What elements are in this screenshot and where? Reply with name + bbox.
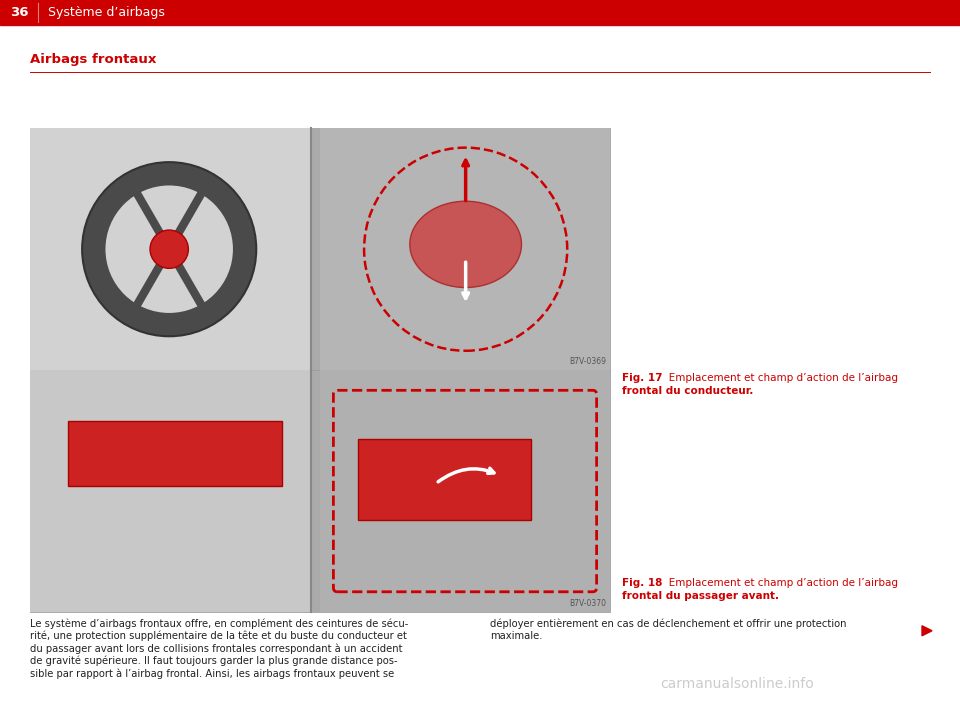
Text: Fig. 18: Fig. 18 bbox=[622, 578, 662, 588]
Bar bbox=[30, 370, 311, 612]
Text: Fig. 17: Fig. 17 bbox=[622, 373, 662, 383]
Text: frontal du conducteur.: frontal du conducteur. bbox=[622, 386, 754, 396]
Text: Airbags frontaux: Airbags frontaux bbox=[30, 53, 156, 66]
Text: maximale.: maximale. bbox=[490, 631, 542, 641]
Text: B7V-0369: B7V-0369 bbox=[569, 357, 606, 366]
Text: frontal du passager avant.: frontal du passager avant. bbox=[622, 592, 779, 601]
Bar bbox=[0, 0, 960, 25]
Text: de gravité supérieure. Il faut toujours garder la plus grande distance pos-: de gravité supérieure. Il faut toujours … bbox=[30, 655, 397, 666]
Text: du passager avant lors de collisions frontales correspondant à un accident: du passager avant lors de collisions fro… bbox=[30, 644, 402, 654]
Text: 36: 36 bbox=[10, 6, 28, 19]
Bar bbox=[68, 421, 282, 486]
Circle shape bbox=[83, 162, 256, 336]
Bar bbox=[320, 370, 610, 612]
Text: B7V-0370: B7V-0370 bbox=[569, 599, 606, 608]
Text: déployer entièrement en cas de déclenchement et offrir une protection: déployer entièrement en cas de déclenche… bbox=[490, 618, 847, 629]
Circle shape bbox=[102, 182, 237, 317]
Bar bbox=[30, 128, 610, 370]
Bar bbox=[30, 128, 311, 370]
Text: Emplacement et champ d’action de l’airbag: Emplacement et champ d’action de l’airba… bbox=[659, 578, 898, 588]
Bar bbox=[358, 439, 531, 520]
Text: rité, une protection supplémentaire de la tête et du buste du conducteur et: rité, une protection supplémentaire de l… bbox=[30, 631, 407, 641]
Bar bbox=[320, 128, 610, 370]
Text: Emplacement et champ d’action de l’airbag: Emplacement et champ d’action de l’airba… bbox=[659, 373, 898, 383]
Text: carmanualsonline.info: carmanualsonline.info bbox=[660, 677, 814, 691]
Text: Système d’airbags: Système d’airbags bbox=[48, 6, 165, 19]
Polygon shape bbox=[922, 626, 932, 636]
Circle shape bbox=[150, 230, 188, 268]
Ellipse shape bbox=[410, 201, 521, 287]
Text: sible par rapport à l’airbag frontal. Ainsi, les airbags frontaux peuvent se: sible par rapport à l’airbag frontal. Ai… bbox=[30, 668, 395, 679]
Bar bbox=[30, 370, 610, 612]
Text: Le système d’airbags frontaux offre, en complément des ceintures de sécu-: Le système d’airbags frontaux offre, en … bbox=[30, 618, 408, 629]
